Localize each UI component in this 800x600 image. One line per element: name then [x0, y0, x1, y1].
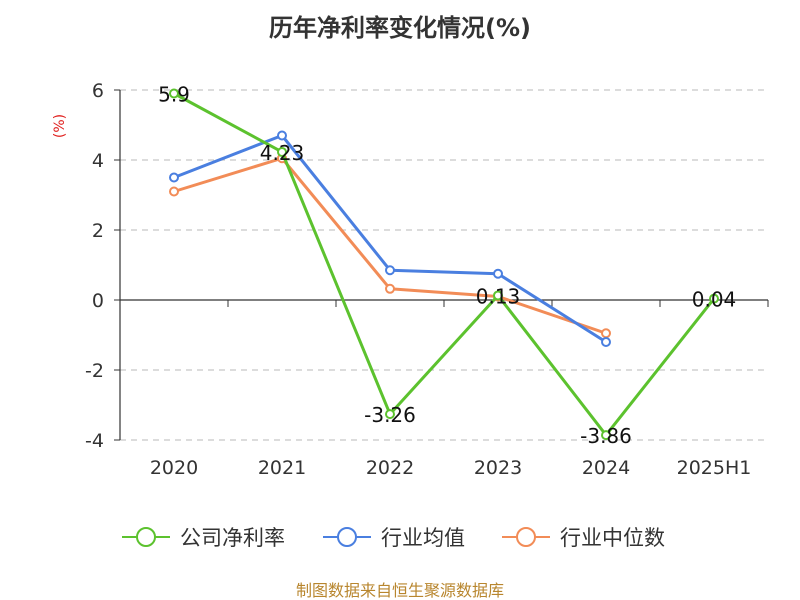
- data-point: [385, 283, 395, 294]
- legend-label[interactable]: 公司净利率: [180, 526, 285, 550]
- data-label: 4.23: [260, 141, 305, 165]
- data-label: -3.86: [580, 424, 632, 448]
- data-point: [493, 268, 503, 279]
- data-point: [601, 328, 611, 339]
- y-tick-label: 4: [92, 150, 104, 172]
- data-point: [601, 337, 611, 347]
- data-label: 0.13: [476, 284, 521, 308]
- x-tick-label: 2020: [150, 457, 198, 479]
- data-point: [277, 130, 287, 141]
- data-point: [169, 88, 179, 99]
- series-lines: [169, 88, 719, 441]
- legend-marker-1: [337, 527, 357, 547]
- data-point: [709, 293, 719, 304]
- x-tick-label: 2022: [366, 457, 414, 479]
- y-tick-label: 2: [92, 220, 104, 242]
- data-labels: 5.9 4.23 -3.26 0.13 -3.86 0.04: [158, 83, 736, 449]
- y-tick-label: 0: [92, 290, 104, 312]
- y-axis-label: (%): [52, 114, 68, 138]
- y-tick-label: -2: [85, 360, 104, 382]
- legend-marker-2: [516, 527, 536, 547]
- data-point: [601, 430, 611, 441]
- y-tick-label: -4: [85, 430, 104, 452]
- data-point: [385, 265, 395, 276]
- legend[interactable]: 公司净利率 行业均值 行业中位数: [122, 526, 665, 550]
- source-note: 制图数据来自恒生聚源数据库: [296, 581, 504, 600]
- data-point: [169, 172, 179, 183]
- data-point: [277, 146, 287, 157]
- data-label: 0.04: [692, 288, 737, 312]
- data-point: [385, 409, 395, 420]
- data-label: -3.26: [364, 403, 416, 427]
- series-line-2: [173, 156, 607, 335]
- data-label: 5.9: [158, 83, 190, 107]
- x-tick-label: 2024: [582, 457, 630, 479]
- data-point: [493, 290, 503, 301]
- legend-marker-0: [136, 527, 156, 547]
- x-tick-label: 2025H1: [677, 457, 752, 479]
- y-tick-label: 6: [92, 80, 104, 102]
- axes: -4 -2 0 2 4 6 2020 2021 2022 2023 2024 2025H1: [85, 80, 769, 479]
- legend-label[interactable]: 行业均值: [381, 526, 465, 550]
- gridlines: [120, 89, 768, 441]
- chart-title: 历年净利率变化情况(%): [269, 14, 531, 42]
- series-line-0: [173, 92, 716, 437]
- x-tick-label: 2023: [474, 457, 522, 479]
- data-point: [169, 186, 179, 197]
- x-tick-label: 2021: [258, 457, 306, 479]
- legend-label[interactable]: 行业中位数: [560, 526, 665, 550]
